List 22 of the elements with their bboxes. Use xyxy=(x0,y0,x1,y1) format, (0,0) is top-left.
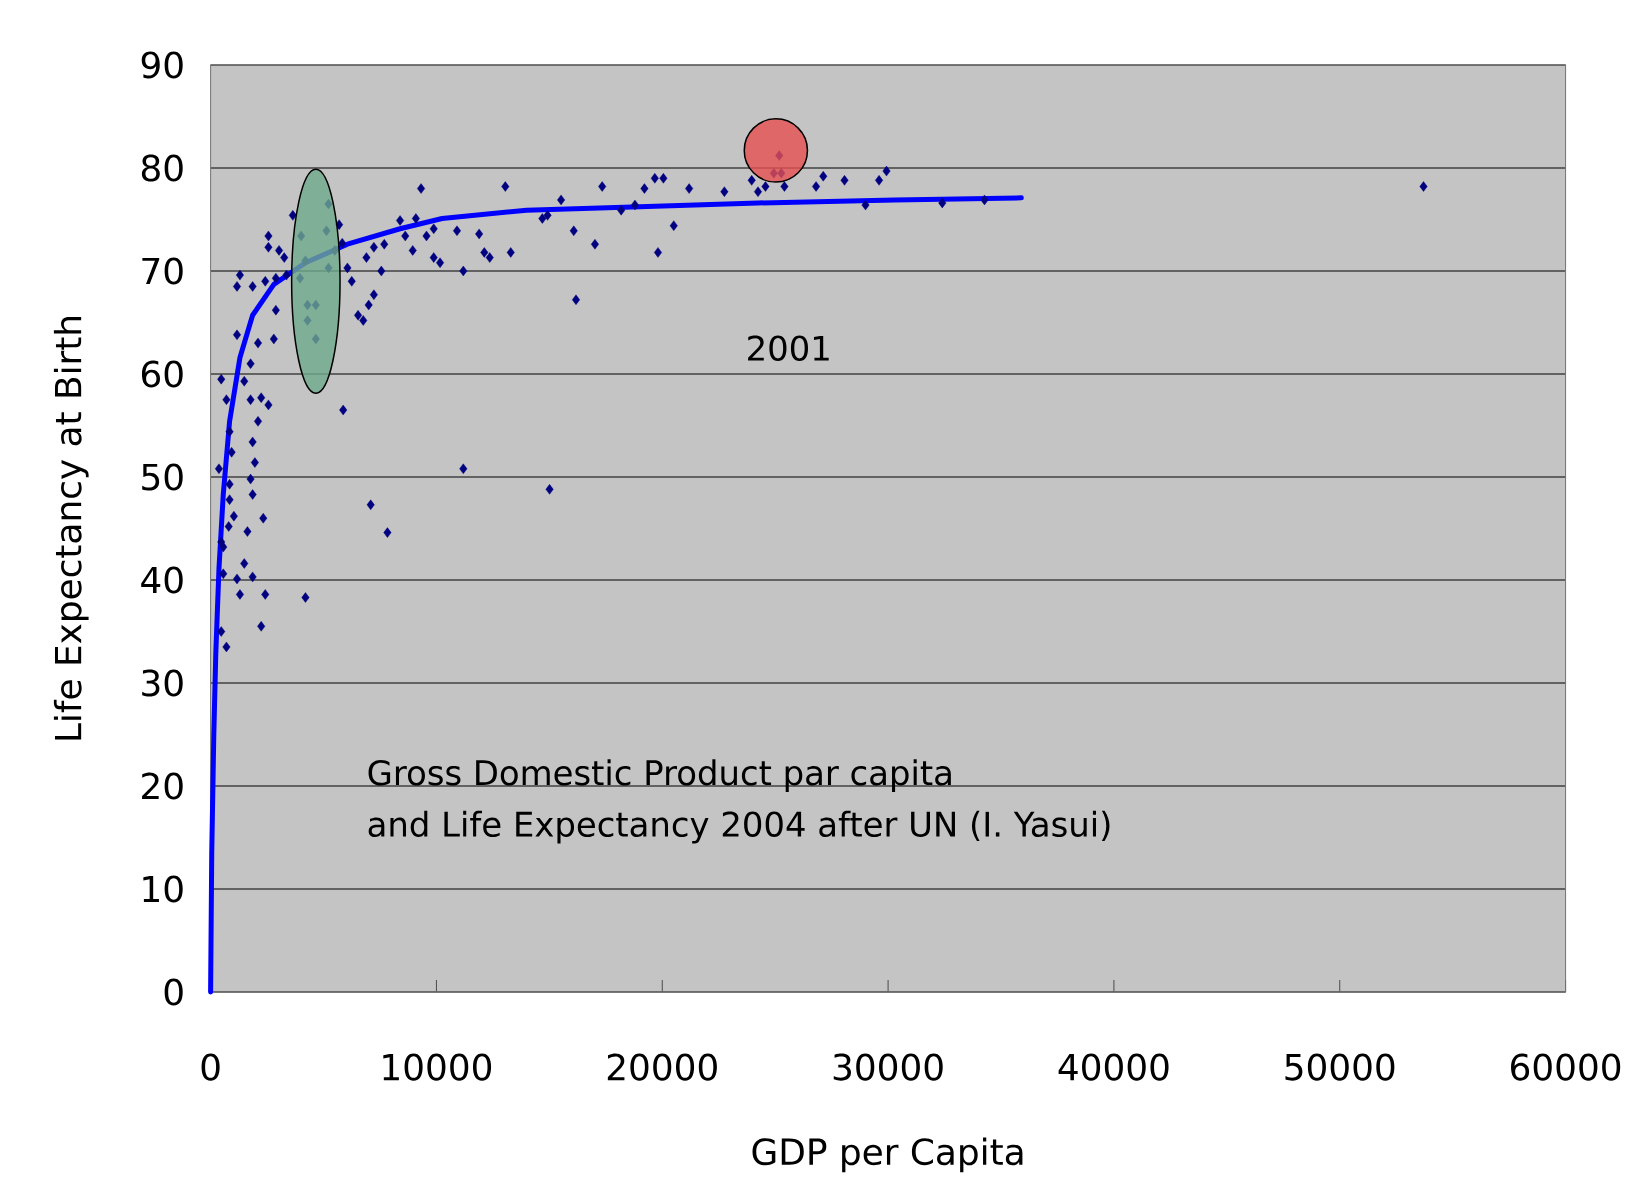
y-tick-label: 80 xyxy=(141,154,183,182)
y-tick-label: 40 xyxy=(141,566,183,594)
x-tick-label: 50000 xyxy=(1285,1053,1395,1081)
x-tick-label: 30000 xyxy=(833,1053,943,1081)
y-tick-label: 30 xyxy=(142,669,183,697)
annotation: 2001 xyxy=(748,335,829,362)
x-axis-title: GDP per Capita xyxy=(752,1137,1023,1173)
y-tick-label: 90 xyxy=(141,51,183,79)
x-tick-label: 20000 xyxy=(607,1053,717,1081)
y-axis-title: Life Expectancy at Birth xyxy=(53,316,89,740)
y-tick-label: 60 xyxy=(141,360,183,388)
y-tick-label: 50 xyxy=(142,463,183,491)
y-tick-label: 10 xyxy=(143,875,183,903)
x-tick-label: 40000 xyxy=(1058,1053,1169,1081)
annotation: and Life Expectancy 2004 after UN (I. Yasui) xyxy=(368,810,1110,844)
y-tick-label: 0 xyxy=(164,978,183,1006)
y-tick-label: 70 xyxy=(142,257,183,285)
y-tick-label: 20 xyxy=(142,772,183,800)
x-tick-label: 10000 xyxy=(383,1053,492,1081)
annotation: Gross Domestic Product par capita xyxy=(368,759,951,793)
x-tick-label: 60000 xyxy=(1511,1053,1621,1081)
x-tick-label: 0 xyxy=(201,1053,220,1081)
